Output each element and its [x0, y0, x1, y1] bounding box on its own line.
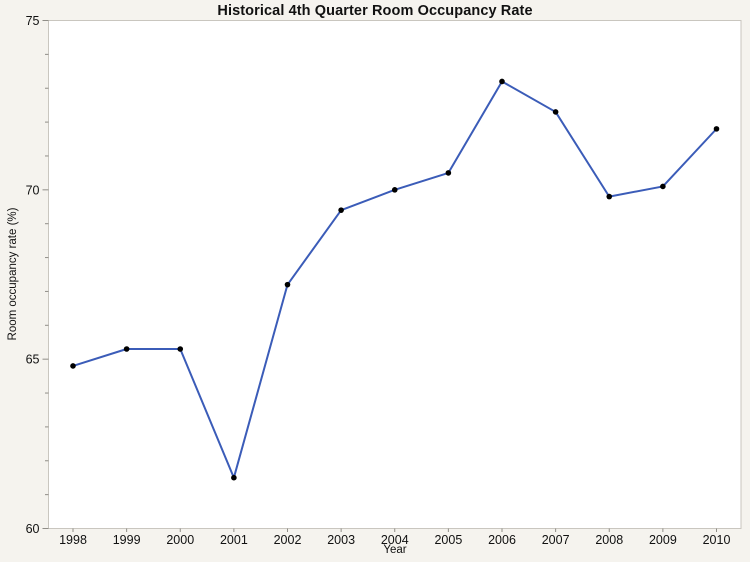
data-point: [177, 346, 184, 352]
x-tick-label: 2008: [595, 533, 623, 547]
data-point: [231, 474, 237, 481]
x-tick-label: 2009: [649, 533, 677, 547]
data-point: [284, 281, 291, 288]
data-point: [70, 363, 76, 369]
data-point: [391, 187, 398, 193]
x-tick-label: 2003: [327, 533, 355, 547]
y-tick-label: 70: [26, 183, 40, 197]
x-tick-label: 2004: [381, 533, 409, 547]
data-point: [499, 78, 505, 85]
x-tick-label: 1999: [113, 533, 141, 547]
data-point: [123, 346, 130, 352]
data-point: [445, 170, 452, 176]
y-tick-label: 75: [26, 14, 40, 28]
x-tick-label: 2006: [488, 533, 516, 547]
plot-frame: [48, 20, 742, 529]
x-axis-title: Year: [383, 544, 407, 556]
x-tick-label: 1998: [59, 533, 87, 547]
data-point: [338, 207, 344, 213]
x-tick-label: 2000: [166, 533, 194, 547]
data-point: [552, 109, 559, 115]
data-point: [713, 126, 720, 132]
data-point: [660, 183, 666, 190]
x-tick-label: 2010: [703, 533, 731, 547]
data-point: [606, 193, 613, 200]
x-tick-label: 2001: [220, 533, 248, 547]
y-tick-label: 65: [26, 353, 40, 367]
chart-title: Historical 4th Quarter Room Occupancy Ra…: [217, 3, 533, 19]
x-tick-label: 2005: [434, 533, 462, 547]
y-tick-label: 60: [26, 522, 40, 536]
x-tick-label: 2002: [274, 533, 302, 547]
x-tick-label: 2007: [542, 533, 570, 547]
